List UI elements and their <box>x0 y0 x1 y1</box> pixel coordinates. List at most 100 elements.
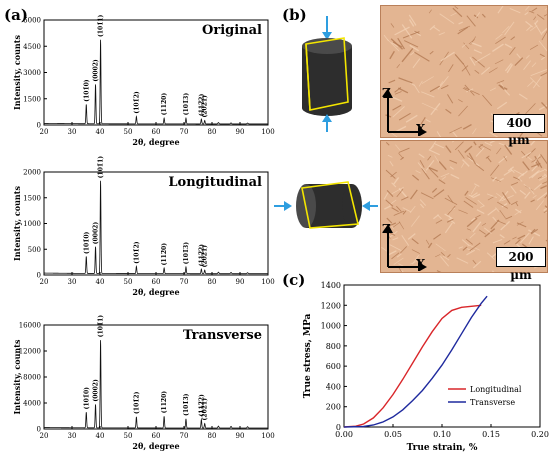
lath-texture <box>466 217 478 228</box>
lath-texture <box>393 257 404 265</box>
lath-texture <box>519 232 530 244</box>
y-axis-label: True stress, MPa <box>303 314 313 399</box>
x-tick-label: 50 <box>124 278 133 286</box>
lath-texture <box>478 143 484 148</box>
lath-texture <box>391 186 405 195</box>
lath-texture <box>514 57 524 67</box>
lath-texture <box>386 190 394 198</box>
x-tick-label: 0.00 <box>335 430 353 439</box>
lath-texture <box>513 169 525 176</box>
lath-texture <box>389 244 402 252</box>
lath-texture <box>394 87 402 93</box>
lath-texture <box>451 141 455 143</box>
lath-texture <box>402 210 407 215</box>
lath-texture <box>414 30 420 34</box>
lath-texture <box>413 84 420 94</box>
lath-texture <box>465 196 477 205</box>
lath-texture <box>523 60 532 71</box>
lath-texture <box>427 155 432 161</box>
lath-texture <box>436 270 442 272</box>
lath-texture <box>515 202 519 207</box>
axis-triad-top <box>383 89 427 136</box>
lath-texture <box>466 15 476 27</box>
lath-texture <box>381 247 389 253</box>
lath-texture <box>522 161 530 171</box>
lath-texture <box>383 34 389 42</box>
lath-texture <box>433 143 445 149</box>
lath-texture <box>486 252 495 260</box>
lath-texture <box>409 44 420 52</box>
lath-texture <box>470 185 477 195</box>
lath-texture <box>440 85 449 90</box>
lath-texture <box>533 153 541 164</box>
lath-texture <box>400 156 405 161</box>
y-tick-label: 1500 <box>23 95 41 103</box>
lath-texture <box>433 189 445 198</box>
lath-texture <box>394 91 402 95</box>
peak-label: (101̄0) <box>83 79 90 102</box>
lath-texture <box>401 270 404 272</box>
lath-texture <box>449 126 463 134</box>
x-tick-label: 80 <box>208 128 217 136</box>
peak-label: (0002) <box>93 222 100 245</box>
lath-texture <box>501 194 514 202</box>
lath-texture <box>447 94 454 104</box>
lath-texture <box>428 9 432 14</box>
lath-texture <box>454 54 465 65</box>
x-tick-label: 60 <box>152 432 161 440</box>
x-tick-label: 40 <box>96 432 105 440</box>
lath-texture <box>411 238 419 245</box>
peak-label: (101̄3) <box>183 93 190 116</box>
panel-label-a: (a) <box>4 6 28 24</box>
series-line-transverse <box>343 295 488 428</box>
lath-texture <box>449 166 454 170</box>
lath-texture <box>521 150 526 156</box>
xrd-chart-original: 20 30 40 50 60 70 80 90 100 0 1500 3000 4500 6000 2θ, … <box>12 14 275 147</box>
lath-texture <box>389 222 394 229</box>
y-tick-label: 12000 <box>19 348 41 356</box>
y-tick-label: 1200 <box>321 301 341 310</box>
lath-texture <box>396 64 401 69</box>
x-tick-label: 0.20 <box>531 430 549 439</box>
y-tick-label: 1500 <box>23 194 41 202</box>
lath-texture <box>474 69 480 74</box>
panel-title: Longitudinal <box>168 175 262 190</box>
lath-texture <box>398 77 413 84</box>
lath-texture <box>476 209 485 215</box>
lath-texture <box>390 23 395 28</box>
lath-texture <box>393 210 405 216</box>
lath-texture <box>504 62 512 72</box>
lath-texture <box>412 174 420 181</box>
lath-texture <box>409 51 415 56</box>
lath-texture <box>458 25 471 32</box>
lath-texture <box>490 164 500 176</box>
compression-arrow-right <box>362 201 378 211</box>
lath-texture <box>408 14 417 26</box>
lath-texture <box>526 25 532 32</box>
lath-texture <box>489 141 496 144</box>
lath-texture <box>527 80 534 87</box>
lath-texture <box>544 205 547 209</box>
lath-texture <box>444 197 458 206</box>
lath-texture <box>534 155 543 169</box>
lath-texture <box>470 217 476 222</box>
lath-texture <box>431 187 438 193</box>
lath-texture <box>458 209 468 214</box>
lath-texture <box>524 191 531 199</box>
lath-texture <box>397 266 402 272</box>
lath-texture <box>498 84 508 90</box>
lath-texture <box>472 193 481 199</box>
legend-label: Longitudinal <box>470 385 522 394</box>
lath-texture <box>440 255 450 267</box>
lath-texture <box>543 168 547 172</box>
lath-texture <box>413 30 422 37</box>
lath-texture <box>410 189 418 200</box>
lath-texture <box>531 7 538 12</box>
lath-texture <box>526 156 532 161</box>
lath-texture <box>481 13 486 18</box>
lath-texture <box>525 103 536 114</box>
lath-texture <box>503 169 513 176</box>
lath-texture <box>525 20 534 28</box>
x-tick-label: 20 <box>40 128 49 136</box>
lath-texture <box>498 142 510 148</box>
